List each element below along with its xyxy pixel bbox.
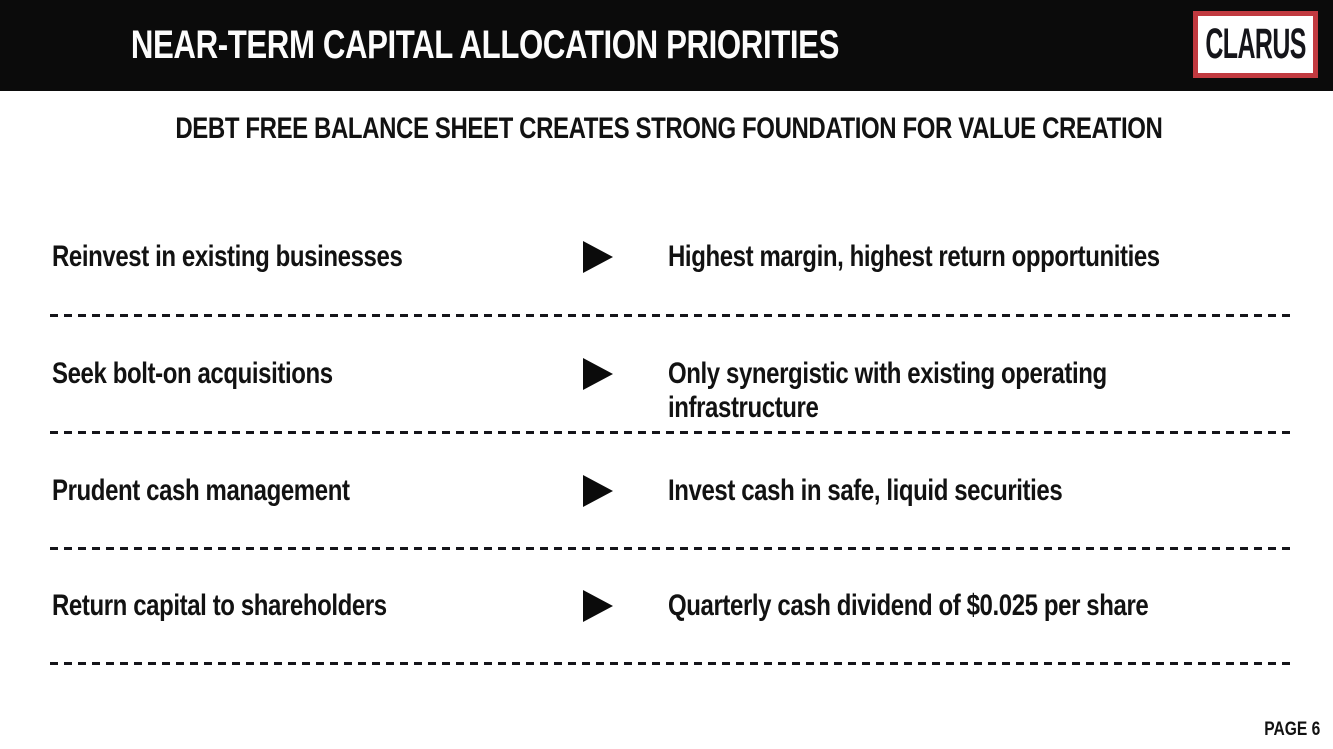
section-heading: DEBT FREE BALANCE SHEET CREATES STRONG F… [175,112,1163,145]
clarus-logo-text: CLARUS [1205,20,1306,68]
priority-label: Return capital to shareholders [52,589,387,622]
priority-detail: Quarterly cash dividend of $0.025 per sh… [668,589,1149,622]
priority-row: Seek bolt-on acquisitions Only synergist… [52,357,1290,425]
priority-detail: Only synergistic with existing operating… [668,357,1107,424]
row-divider [50,431,1290,434]
page-number: PAGE 6 [1264,719,1320,740]
priority-row: Reinvest in existing businesses Highest … [52,240,1290,274]
arrow-right-icon [583,241,613,273]
arrow-right-icon [583,590,613,622]
priority-detail: Invest cash in safe, liquid securities [668,474,1063,507]
slide-header: NEAR-TERM CAPITAL ALLOCATION PRIORITIES [0,0,1333,91]
arrow-right-icon [583,475,613,507]
slide-title: NEAR-TERM CAPITAL ALLOCATION PRIORITIES [130,23,840,67]
row-divider [50,314,1290,317]
priority-detail: Highest margin, highest return opportuni… [668,240,1160,273]
priority-label: Seek bolt-on acquisitions [52,357,333,390]
row-divider [50,547,1290,550]
priority-row: Return capital to shareholders Quarterly… [52,589,1290,623]
clarus-logo: CLARUS [1193,11,1318,78]
arrow-right-icon [583,358,613,390]
priority-row: Prudent cash management Invest cash in s… [52,474,1290,508]
priority-label: Reinvest in existing businesses [52,240,403,273]
row-divider [50,662,1290,665]
priority-label: Prudent cash management [52,474,350,507]
